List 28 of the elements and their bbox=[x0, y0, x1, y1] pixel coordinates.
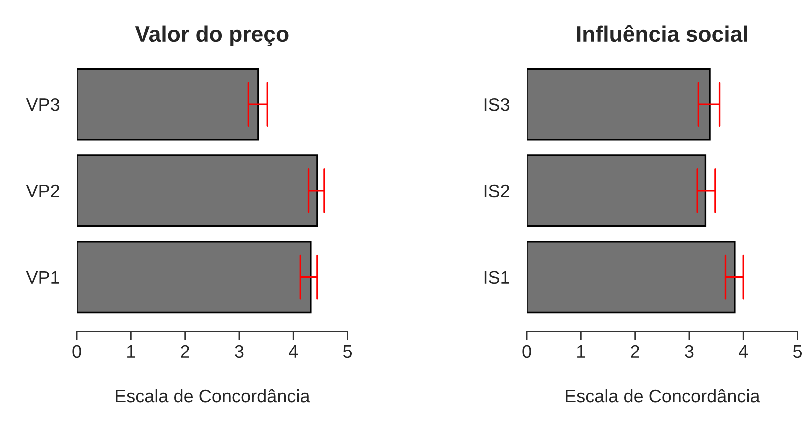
x-tick-label: 2 bbox=[631, 345, 640, 358]
chart-title: Influência social bbox=[577, 25, 748, 42]
bar bbox=[527, 154, 707, 228]
x-axis-title: Escala de Concordância bbox=[566, 389, 760, 403]
bar bbox=[527, 68, 711, 141]
x-tick-label: 1 bbox=[128, 346, 136, 358]
y-tick-label: VP2 bbox=[26, 184, 60, 198]
bar bbox=[77, 68, 260, 141]
x-tick-label: 0 bbox=[72, 345, 82, 358]
y-tick-label: IS1 bbox=[484, 271, 510, 284]
bar bbox=[77, 241, 312, 314]
x-tick-label: 4 bbox=[289, 346, 298, 358]
x-tick-label: 0 bbox=[522, 345, 532, 358]
y-tick-label: VP3 bbox=[26, 98, 60, 112]
y-tick-label: VP1 bbox=[26, 271, 60, 284]
x-tick-label: 5 bbox=[343, 346, 352, 358]
x-tick-label: 3 bbox=[235, 345, 244, 358]
chart-title: Valor do preço bbox=[135, 26, 289, 47]
x-tick-label: 5 bbox=[793, 346, 802, 358]
y-tick-label: IS2 bbox=[484, 184, 510, 198]
y-tick-label: IS3 bbox=[484, 98, 510, 112]
bar bbox=[77, 154, 318, 228]
x-tick-label: 1 bbox=[578, 346, 586, 358]
x-tick-label: 4 bbox=[739, 346, 748, 358]
x-axis-title: Escala de Concordância bbox=[116, 389, 310, 403]
bar bbox=[527, 241, 736, 314]
x-tick-label: 3 bbox=[685, 345, 694, 358]
x-tick-label: 2 bbox=[181, 345, 190, 358]
